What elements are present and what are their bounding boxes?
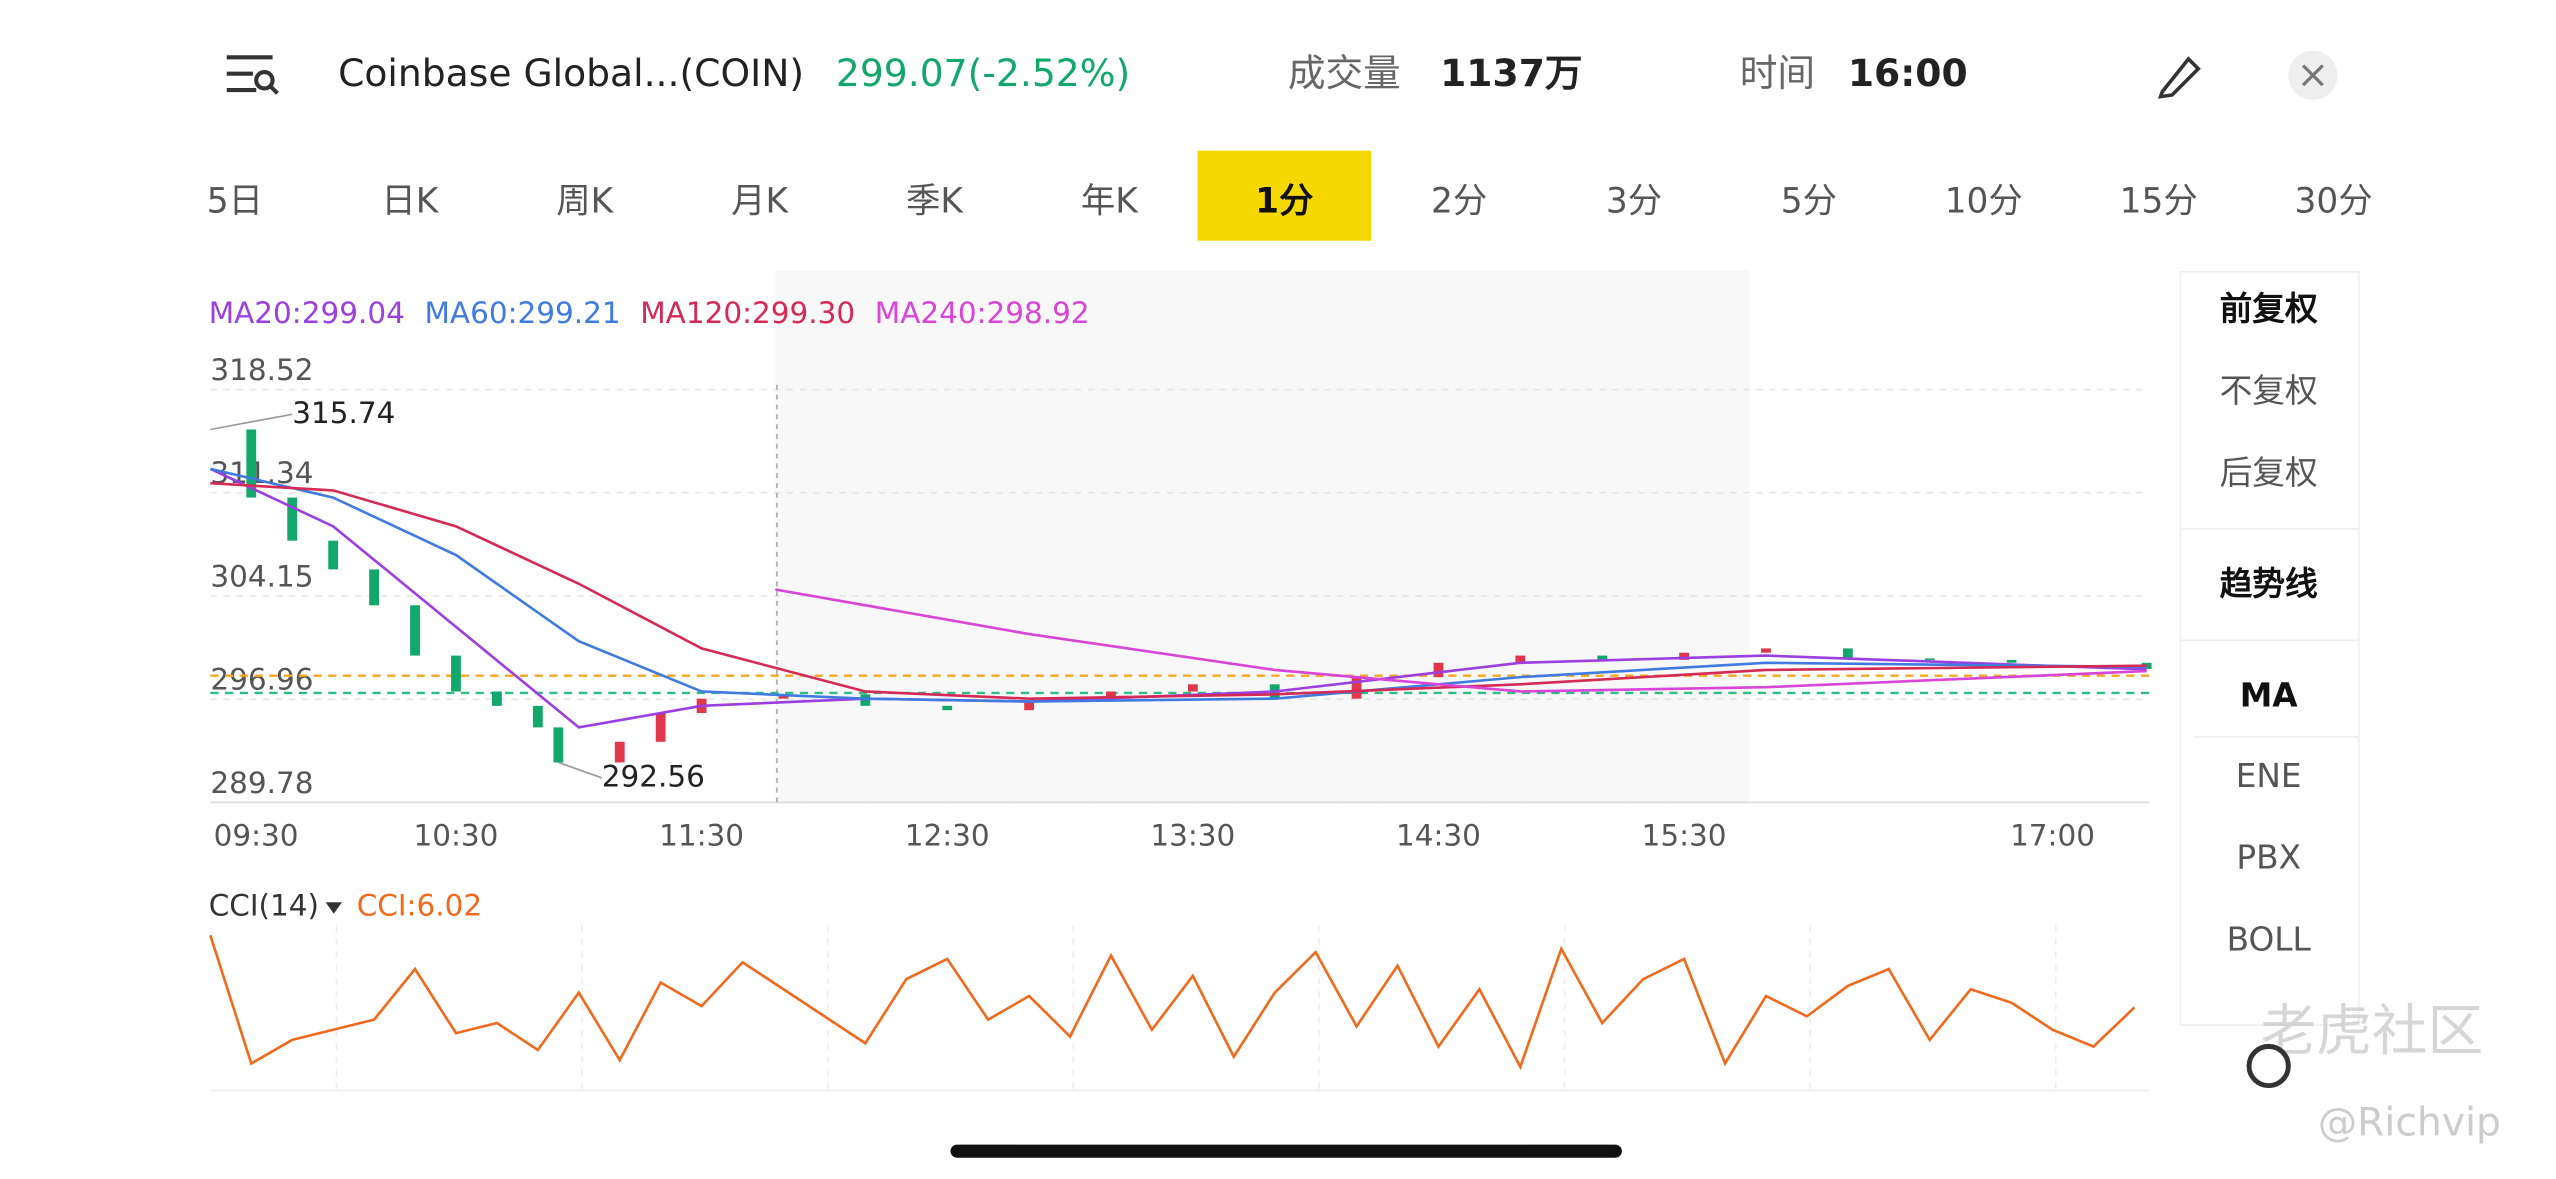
legend-entry: CCI:6.02 [357, 889, 482, 923]
close-icon [2301, 64, 2324, 87]
annotation-leader [210, 413, 293, 431]
ma-line [210, 467, 2147, 703]
active-tab [1197, 150, 1372, 241]
legend-entry: MA120:299.30 [640, 296, 855, 330]
candle [2006, 659, 2017, 663]
tabs: 5日 日K 周K 月K 季K 年K 1分 2分 3分 5分 10分 15分 30分 [207, 150, 2373, 241]
side-panel [2179, 271, 2360, 1026]
edit-icon[interactable] [2157, 56, 2201, 99]
legend-entry: MA20:299.04 [209, 296, 405, 330]
dropdown-icon[interactable] [325, 902, 342, 914]
x-tick-label: 13:30 [1150, 818, 1235, 852]
candle [1924, 658, 1935, 661]
settings-icon[interactable] [2246, 1043, 2291, 1089]
annotation-leader [558, 761, 602, 779]
tab[interactable]: 5日 [207, 182, 263, 222]
candle [553, 727, 564, 763]
time-label: 时间 [1740, 51, 1815, 95]
tab[interactable]: 2分 [1431, 182, 1487, 222]
y-tick-label: 304.15 [210, 559, 313, 593]
stock-price: 299.07(-2.52%) [836, 51, 1130, 95]
side-item[interactable]: 趋势线 [2220, 565, 2318, 603]
x-tick-label: 12:30 [905, 818, 990, 852]
candle [1024, 701, 1035, 711]
candle [410, 605, 420, 656]
indicator-title: CCI(14) [209, 889, 319, 923]
tab[interactable]: 月K [731, 182, 789, 222]
side-item[interactable]: BOLL [2227, 921, 2312, 959]
side-item[interactable]: 不复权 [2220, 372, 2318, 410]
candle [492, 691, 502, 706]
ma-line [775, 588, 2147, 693]
volume-label: 成交量 [1288, 51, 1401, 95]
side-item[interactable]: 后复权 [2220, 454, 2318, 492]
tab[interactable]: 10分 [1945, 182, 2023, 222]
x-tick-label: 11:30 [659, 818, 744, 852]
candle [451, 655, 461, 692]
candle [287, 497, 298, 541]
tab[interactable]: 季K [906, 182, 964, 222]
watermark-user: @Richvip [2318, 1100, 2501, 1145]
annotation: 292.56 [602, 759, 705, 793]
cci-line [209, 934, 2136, 1071]
y-tick-label: 318.52 [210, 353, 313, 387]
y-tick-label: 296.96 [210, 663, 313, 697]
time: 16:00 [1848, 51, 1968, 95]
tab[interactable]: 日K [381, 182, 439, 222]
candle [1842, 648, 1853, 659]
candle [1351, 677, 1362, 699]
candle [614, 741, 625, 763]
candle [1679, 652, 1690, 660]
legend-entry: MA60:299.21 [424, 296, 620, 330]
candle [655, 713, 666, 742]
tab[interactable]: 年K [1081, 182, 1139, 222]
volume: 1137万 [1440, 51, 1582, 95]
menu-icon[interactable] [226, 55, 279, 95]
candle [1433, 662, 1444, 678]
candle [532, 705, 543, 728]
candle [1597, 655, 1608, 660]
candle [328, 540, 339, 570]
candle [778, 694, 789, 699]
watermark: 老虎社区 [2261, 999, 2484, 1064]
y-tick-label: 289.78 [210, 766, 313, 800]
x-tick-label: 14:30 [1396, 818, 1481, 852]
side-item[interactable]: 前复权 [2220, 290, 2318, 328]
tab[interactable]: 周K [556, 182, 614, 222]
legend-entry: MA240:298.92 [875, 296, 1090, 330]
candle [1515, 655, 1526, 663]
tab[interactable]: 1分 [1255, 182, 1313, 222]
side-item[interactable]: MA [2240, 677, 2299, 715]
tab[interactable]: 15分 [2120, 182, 2198, 222]
candle [860, 694, 871, 706]
side-item[interactable]: PBX [2236, 839, 2301, 877]
candle [1187, 684, 1198, 692]
candle [369, 569, 380, 606]
ma-line [210, 481, 2147, 700]
side-item[interactable]: ENE [2236, 757, 2302, 795]
candle [942, 705, 953, 711]
tab[interactable]: 5分 [1781, 182, 1837, 222]
stock-title: Coinbase Global...(COIN) [338, 51, 804, 95]
x-tick-label: 09:30 [214, 818, 299, 852]
x-tick-label: 15:30 [1642, 818, 1727, 852]
x-tick-label: 17:00 [2010, 818, 2095, 852]
candle [246, 429, 257, 498]
tab[interactable]: 30分 [2294, 182, 2372, 222]
x-tick-label: 10:30 [414, 818, 499, 852]
tab[interactable]: 3分 [1606, 182, 1662, 222]
highlight-region [775, 270, 1750, 803]
side-panel-box [2179, 271, 2360, 1026]
candle [1761, 648, 1771, 653]
annotation: 315.74 [292, 396, 395, 430]
